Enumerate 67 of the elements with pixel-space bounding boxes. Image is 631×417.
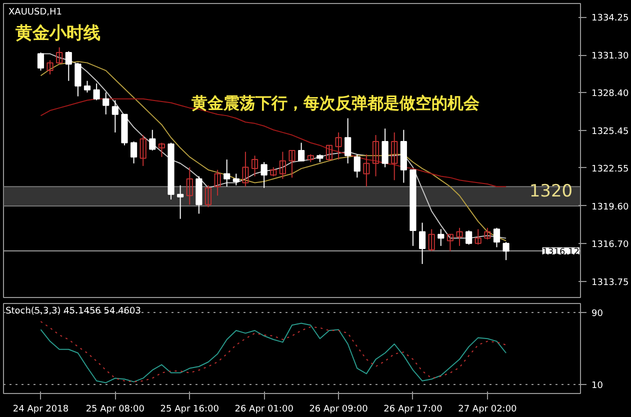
candlestick: [251, 155, 258, 177]
candlestick: [177, 184, 184, 220]
candlestick: [130, 140, 138, 164]
candlestick: [270, 166, 277, 177]
y-tick-label: 1328.40: [592, 88, 629, 99]
candlestick: [84, 80, 91, 93]
candlestick: [279, 151, 286, 180]
y-tick-label: 1319.60: [592, 202, 629, 212]
candlestick: [466, 230, 472, 246]
x-tick-label: 25 Apr 16:00: [160, 404, 220, 414]
candlestick: [372, 134, 380, 177]
x-tick-label: 26 Apr 01:00: [234, 404, 294, 414]
chart-title: XAUUSD,H1: [8, 8, 62, 18]
candlestick: [382, 128, 388, 168]
y-tick-label: 90: [592, 309, 604, 319]
x-tick-label: 26 Apr 09:00: [309, 404, 368, 414]
candlestick: [493, 227, 500, 248]
candlestick: [65, 50, 72, 82]
y-tick-label: 1313.75: [592, 278, 629, 288]
candlestick: [56, 46, 63, 65]
ref-line-label: 1316.12: [542, 247, 580, 258]
candlestick: [344, 118, 352, 164]
candlestick: [232, 173, 240, 186]
candlestick: [214, 169, 221, 196]
candlestick: [363, 154, 370, 188]
candlestick: [74, 62, 82, 97]
candlestick: [102, 92, 110, 115]
candlestick: [224, 159, 230, 188]
candlestick: [140, 134, 146, 166]
candlestick: [335, 132, 342, 160]
candlestick: [354, 154, 360, 178]
candlestick: [326, 144, 333, 162]
x-tick-label: 26 Apr 17:00: [384, 404, 443, 414]
y-tick-label: 1334.25: [592, 14, 629, 24]
candlestick: [502, 242, 510, 261]
candlestick: [158, 142, 165, 158]
x-tick-label: 27 Apr 02:00: [458, 404, 518, 414]
candlestick: [438, 228, 444, 246]
band-label: 1320: [529, 181, 573, 202]
candlestick: [484, 227, 491, 240]
y-tick-label: 1331.30: [592, 52, 629, 62]
candlestick: [288, 150, 296, 178]
candlestick: [391, 132, 398, 181]
y-tick-label: 1325.45: [592, 127, 629, 138]
candlestick: [46, 60, 54, 75]
chart-title: Stoch(5,3,3) 45.1456 54.4603: [6, 306, 141, 316]
annotation: 黄金震荡下行，每次反弹都是做空的机会: [190, 94, 480, 112]
x-tick-label: 25 Apr 08:00: [86, 404, 145, 414]
candlestick: [260, 162, 268, 188]
candlestick: [37, 52, 44, 72]
candlestick: [446, 234, 454, 252]
y-tick-label: 1316.70: [592, 240, 629, 250]
annotation: 黄金小时线: [14, 24, 100, 44]
candlestick: [474, 228, 482, 246]
y-tick-label: 1322.55: [592, 164, 629, 174]
candlestick: [112, 100, 118, 133]
candlestick: [93, 82, 100, 101]
y-tick-label: 10: [592, 381, 604, 391]
candlestick: [419, 222, 426, 264]
candlestick: [428, 228, 435, 252]
candlestick: [186, 166, 193, 206]
candlestick: [456, 227, 463, 246]
candlestick: [204, 184, 212, 208]
candlestick: [298, 142, 305, 162]
candlestick: [149, 129, 156, 151]
candlestick: [242, 151, 249, 188]
x-tick-label: 24 Apr 2018: [12, 404, 69, 414]
